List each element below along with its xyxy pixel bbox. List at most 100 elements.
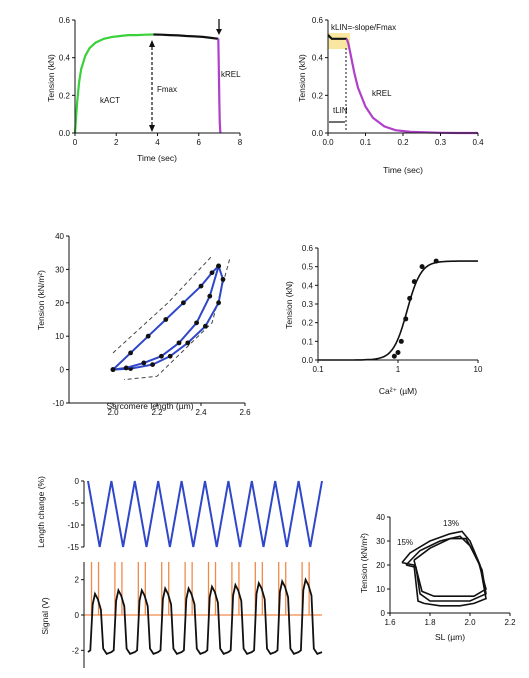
panel-b-ytick-label: 0.6 (312, 16, 324, 25)
panel-b-tlin-annotation: tLIN (333, 106, 348, 115)
panel-g-loop-1 (405, 535, 487, 602)
panel-b-xtick-label: 0.2 (397, 138, 409, 147)
panel-c-guide-lower (123, 259, 231, 381)
panel-c: -10 0 10 20 30 40 2.0 2.2 2.4 2.6 Sarcomere lengt… (36, 232, 251, 417)
panel-d-xlabel: Ca²⁺ (µM) (379, 386, 417, 396)
panel-a-xtick-label: 2 (114, 138, 119, 147)
panel-a-ylabel: Tension (kN) (46, 54, 56, 102)
panel-c-point (203, 323, 208, 329)
panel-b-xtick-label: 0.0 (322, 138, 334, 147)
panel-g-xtick-label: 2.2 (504, 618, 516, 627)
panel-g-loop-2 (413, 537, 487, 598)
panel-c-ytick-label: 0 (60, 366, 65, 375)
panel-c-point (159, 353, 164, 359)
panel-c-point (123, 365, 129, 371)
panel-f-ytick-label: 2 (75, 576, 80, 585)
panel-a-series-2 (217, 38, 222, 134)
panel-c-point (163, 317, 169, 322)
panel-b-ylabel: Tension (kN) (297, 54, 307, 102)
panel-g-ytick-label: 30 (376, 537, 385, 546)
panel-c-point (207, 293, 213, 299)
panel-b-ytick-label: 0.0 (312, 129, 324, 138)
panel-b-krel-annotation: kREL (372, 89, 392, 98)
panel-a-ytick-label: 0.0 (59, 129, 71, 138)
panel-c-ytick-label: 10 (55, 332, 64, 341)
panel-c-point (220, 277, 226, 282)
panel-g: 0 10 20 30 40 1.6 1.8 2.0 2.2 SL (µm) Tension (k… (359, 513, 516, 642)
panel-f-ytick-label: -2 (72, 646, 80, 655)
panel-e-ytick-label: -15 (67, 543, 79, 552)
panel-c-ylabel: Tension (kN/m²) (36, 270, 46, 330)
panel-d-plot (318, 258, 478, 361)
panel-d-ytick-label: 0.5 (302, 263, 314, 272)
panel-b-series-1 (345, 38, 478, 135)
panel-d-ylabel: Tension (kN) (284, 281, 294, 329)
panel-e: 0 -5 -10 -15 Length change (%) (36, 476, 323, 552)
panel-c-ytick-label: 20 (55, 299, 64, 308)
panel-d-point (403, 316, 409, 322)
panel-d-ytick-label: 0.0 (302, 356, 314, 365)
panel-d-point (419, 264, 425, 270)
panel-f-ylabel: Signal (V) (40, 597, 50, 634)
panel-a-xlabel: Time (sec) (137, 153, 177, 163)
panel-e-ylabel: Length change (%) (36, 476, 46, 548)
panel-g-xtick-label: 1.8 (424, 618, 436, 627)
panel-g-ytick-label: 20 (376, 561, 385, 570)
panel-b-slope-annotation: kLIN=-slope/Fmax (331, 23, 396, 32)
panel-c-xtick-label: 2.2 (151, 408, 163, 417)
panel-f-plot (84, 562, 323, 655)
panel-c-point (167, 353, 173, 359)
panel-a-krel-annotation: kREL (221, 70, 241, 79)
panel-d-point (411, 279, 417, 285)
panel-a-ktr-annotation: kACT (100, 96, 120, 105)
panel-c-point (185, 340, 191, 346)
panel-c-ytick-label: 30 (55, 265, 64, 274)
panel-g-xlabel: SL (µm) (435, 632, 465, 642)
panel-c-point (181, 300, 186, 306)
panel-b-ytick-label: 0.4 (312, 54, 324, 63)
panel-d-xtick-label: 1 (396, 365, 401, 374)
panel-c-plot (110, 255, 231, 381)
panel-c-series-2 (112, 265, 220, 371)
panel-a: 0.0 0.2 0.4 0.6 0 2 4 6 8 Time (sec) Tension (kN… (46, 16, 243, 163)
panel-c-xtick-label: 2.4 (195, 408, 207, 417)
panel-c-point (216, 300, 222, 306)
panel-b-ytick-label: 0.2 (312, 91, 324, 100)
panel-a-ytick-label: 0.6 (59, 16, 71, 25)
panel-e-ytick-label: -5 (72, 499, 80, 508)
panel-e-ytick-label: 0 (75, 477, 80, 486)
panel-b: 0.0 0.2 0.4 0.6 0.0 0.1 0.2 0.3 0.4 Time (sec) T… (297, 16, 484, 175)
panel-g-ylabel: Tension (kN/m²) (359, 533, 369, 593)
panel-c-xtick-label: 2.0 (107, 408, 119, 417)
panel-c-point (198, 283, 204, 289)
panel-g-plot (401, 530, 487, 607)
panel-c-point (110, 367, 116, 372)
panel-b-xtick-label: 0.4 (472, 138, 484, 147)
panel-d-ytick-label: 0.2 (302, 319, 314, 328)
panel-e-ytick-label: -10 (67, 521, 79, 530)
panel-e-length-trace (87, 480, 323, 548)
panel-d-point (391, 353, 397, 359)
panel-b-series-0 (327, 34, 347, 40)
panel-d-ytick-label: 0.3 (302, 300, 314, 309)
panel-a-xtick-label: 4 (155, 138, 160, 147)
panel-c-point (145, 333, 151, 339)
panel-a-plot (73, 33, 222, 134)
panel-a-xtick-label: 8 (238, 138, 243, 147)
panel-d-xtick-label: 10 (474, 365, 483, 374)
panel-c-xtick-label: 2.6 (239, 408, 251, 417)
panel-b-slope-highlight (328, 33, 350, 49)
panel-b-plot (327, 34, 478, 135)
panel-b-xtick-label: 0.1 (360, 138, 372, 147)
panel-c-xlabel: Sarcomere length (µm) (106, 401, 193, 411)
panel-c-point (176, 340, 182, 346)
panel-c-guide-upper (112, 255, 213, 354)
panel-a-ytick-label: 0.4 (59, 54, 71, 63)
panel-d-xtick-label: 0.1 (312, 365, 324, 374)
panel-a-series-1 (153, 33, 219, 40)
panel-d: 0.00.10.20.30.40.50.60.1 1 10 Ca²⁺ (µM) Te… (284, 244, 483, 396)
panel-g-xtick-label: 1.6 (384, 618, 396, 627)
panel-d-ytick-label: 0.1 (302, 337, 314, 346)
panel-c-point (209, 270, 215, 276)
panel-a-fmax-annotation: Fmax (157, 85, 177, 94)
